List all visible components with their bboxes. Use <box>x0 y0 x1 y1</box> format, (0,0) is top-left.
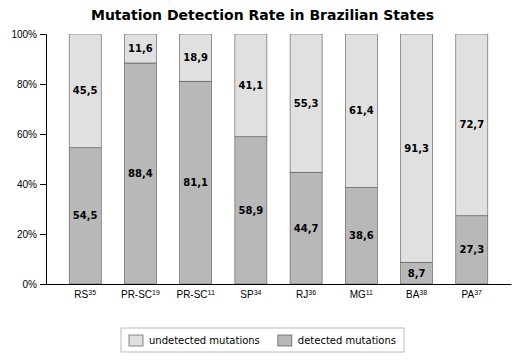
title: Mutation Detection Rate in Brazilian Sta… <box>91 7 434 23</box>
x-tick-label-main: PR-SC <box>121 289 152 300</box>
bar <box>290 172 322 284</box>
data-label: 61,4 <box>349 105 374 116</box>
legend-swatch <box>129 335 143 346</box>
data-label: 81,1 <box>183 177 208 188</box>
x-tick-label-main: PR-SC <box>176 289 207 300</box>
y-tick-label: 60% <box>17 129 37 140</box>
x-tick-label-main: RJ <box>296 289 308 300</box>
bar <box>235 34 267 137</box>
bar <box>290 34 322 172</box>
x-tick-label-main: BA <box>406 289 420 300</box>
data-label: 8,7 <box>408 268 426 279</box>
legend-label: detected mutations <box>298 335 396 346</box>
bar <box>69 148 101 284</box>
y-tick-label: 0% <box>23 279 38 290</box>
y-tick: 20% <box>17 229 46 240</box>
x-tick-superscript: 11 <box>208 289 215 296</box>
legend-item: detected mutations <box>278 335 396 346</box>
bar <box>180 34 212 81</box>
x-tick-label: PR-SC19 <box>121 289 160 301</box>
x-tick-superscript: 19 <box>152 289 160 296</box>
data-label: 41,1 <box>239 80 264 91</box>
x-tick-label-main: RS <box>74 289 88 300</box>
legend-swatch <box>278 335 292 346</box>
y-tick-mark <box>40 184 46 185</box>
y-tick: 60% <box>17 129 46 140</box>
data-label: 91,3 <box>404 143 429 154</box>
x-tick-superscript: 38 <box>419 289 427 296</box>
data-label: 18,9 <box>183 52 208 63</box>
y-tick-mark <box>40 284 46 285</box>
bar <box>180 81 212 284</box>
x-tick-superscript: 36 <box>308 289 316 296</box>
bar <box>124 34 156 63</box>
data-label: 11,6 <box>128 43 153 54</box>
y-tick-label: 80% <box>17 79 37 90</box>
x-tick-label: PA37 <box>462 289 483 301</box>
y-tick-label: 100% <box>11 29 37 40</box>
x-tick: PA37 <box>462 289 483 301</box>
x-tick-label: RS35 <box>74 289 96 301</box>
legend-label: undetected mutations <box>149 335 260 346</box>
legend-item: undetected mutations <box>129 335 260 346</box>
y-tick: 40% <box>17 179 46 190</box>
y-tick-mark <box>40 234 46 235</box>
x-tick-superscript: 11 <box>366 289 373 296</box>
x-tick-label-main: PA <box>462 289 475 300</box>
bar <box>235 137 267 284</box>
bars <box>69 34 488 284</box>
x-tick: PR-SC19 <box>121 289 160 301</box>
x-tick-label-main: SP <box>240 289 254 300</box>
bar <box>456 216 488 284</box>
x-tick-superscript: 35 <box>88 289 96 296</box>
bar <box>69 34 101 148</box>
x-tick: PR-SC11 <box>176 289 214 301</box>
x-tick-superscript: 34 <box>254 289 262 296</box>
data-label: 45,5 <box>73 85 98 96</box>
x-axis: RS35PR-SC19PR-SC11SP34RJ36MG11BA38PA37 <box>47 285 512 301</box>
data-label: 72,7 <box>459 119 484 130</box>
y-axis-line <box>40 35 47 285</box>
x-tick-label: MG11 <box>350 289 373 301</box>
x-tick: RS35 <box>74 289 96 301</box>
y-tick-mark <box>40 34 46 35</box>
bar <box>124 63 156 284</box>
data-label: 88,4 <box>128 168 153 179</box>
y-tick-label: 20% <box>17 229 37 240</box>
x-tick-label: BA38 <box>406 289 427 301</box>
x-tick-superscript: 37 <box>474 289 482 296</box>
chart: Mutation Detection Rate in Brazilian Sta… <box>0 0 525 362</box>
x-axis-line <box>47 284 512 285</box>
data-label: 38,6 <box>349 230 374 241</box>
x-tick-label: RJ36 <box>296 289 316 301</box>
x-tick: SP34 <box>240 289 261 301</box>
bar <box>401 34 433 262</box>
x-tick-label: SP34 <box>240 289 261 301</box>
x-tick: BA38 <box>406 289 427 301</box>
bar <box>456 34 488 216</box>
y-tick: 0% <box>23 279 46 290</box>
data-label: 44,7 <box>294 223 319 234</box>
x-tick: MG11 <box>350 289 373 301</box>
y-tick-mark <box>40 84 46 85</box>
y-axis: 0% 20% 40% 60% 80% 100% <box>11 29 46 290</box>
y-tick: 80% <box>17 79 46 90</box>
data-labels: 54,5 88,4 81,1 58,9 44,7 38,6 8,7 27,3 45,5 11,6 1… <box>73 43 484 279</box>
data-label: 27,3 <box>459 244 484 255</box>
bar <box>345 188 377 285</box>
legend-frame <box>121 328 404 352</box>
bar <box>401 262 433 284</box>
bar <box>345 34 377 188</box>
y-tick-mark <box>40 134 46 135</box>
legend: undetected mutations detected mutations <box>121 328 404 352</box>
x-tick-label-main: MG <box>350 289 366 300</box>
y-tick: 100% <box>11 29 46 40</box>
plot: 0% 20% 40% 60% 80% 100% 54,5 88,4 81,1 58,9 44,7 38… <box>11 29 511 300</box>
y-tick-label: 40% <box>17 179 37 190</box>
data-label: 55,3 <box>294 98 319 109</box>
data-label: 58,9 <box>239 205 264 216</box>
data-label: 54,5 <box>73 210 98 221</box>
x-tick: RJ36 <box>296 289 316 301</box>
x-tick-label: PR-SC11 <box>176 289 214 301</box>
